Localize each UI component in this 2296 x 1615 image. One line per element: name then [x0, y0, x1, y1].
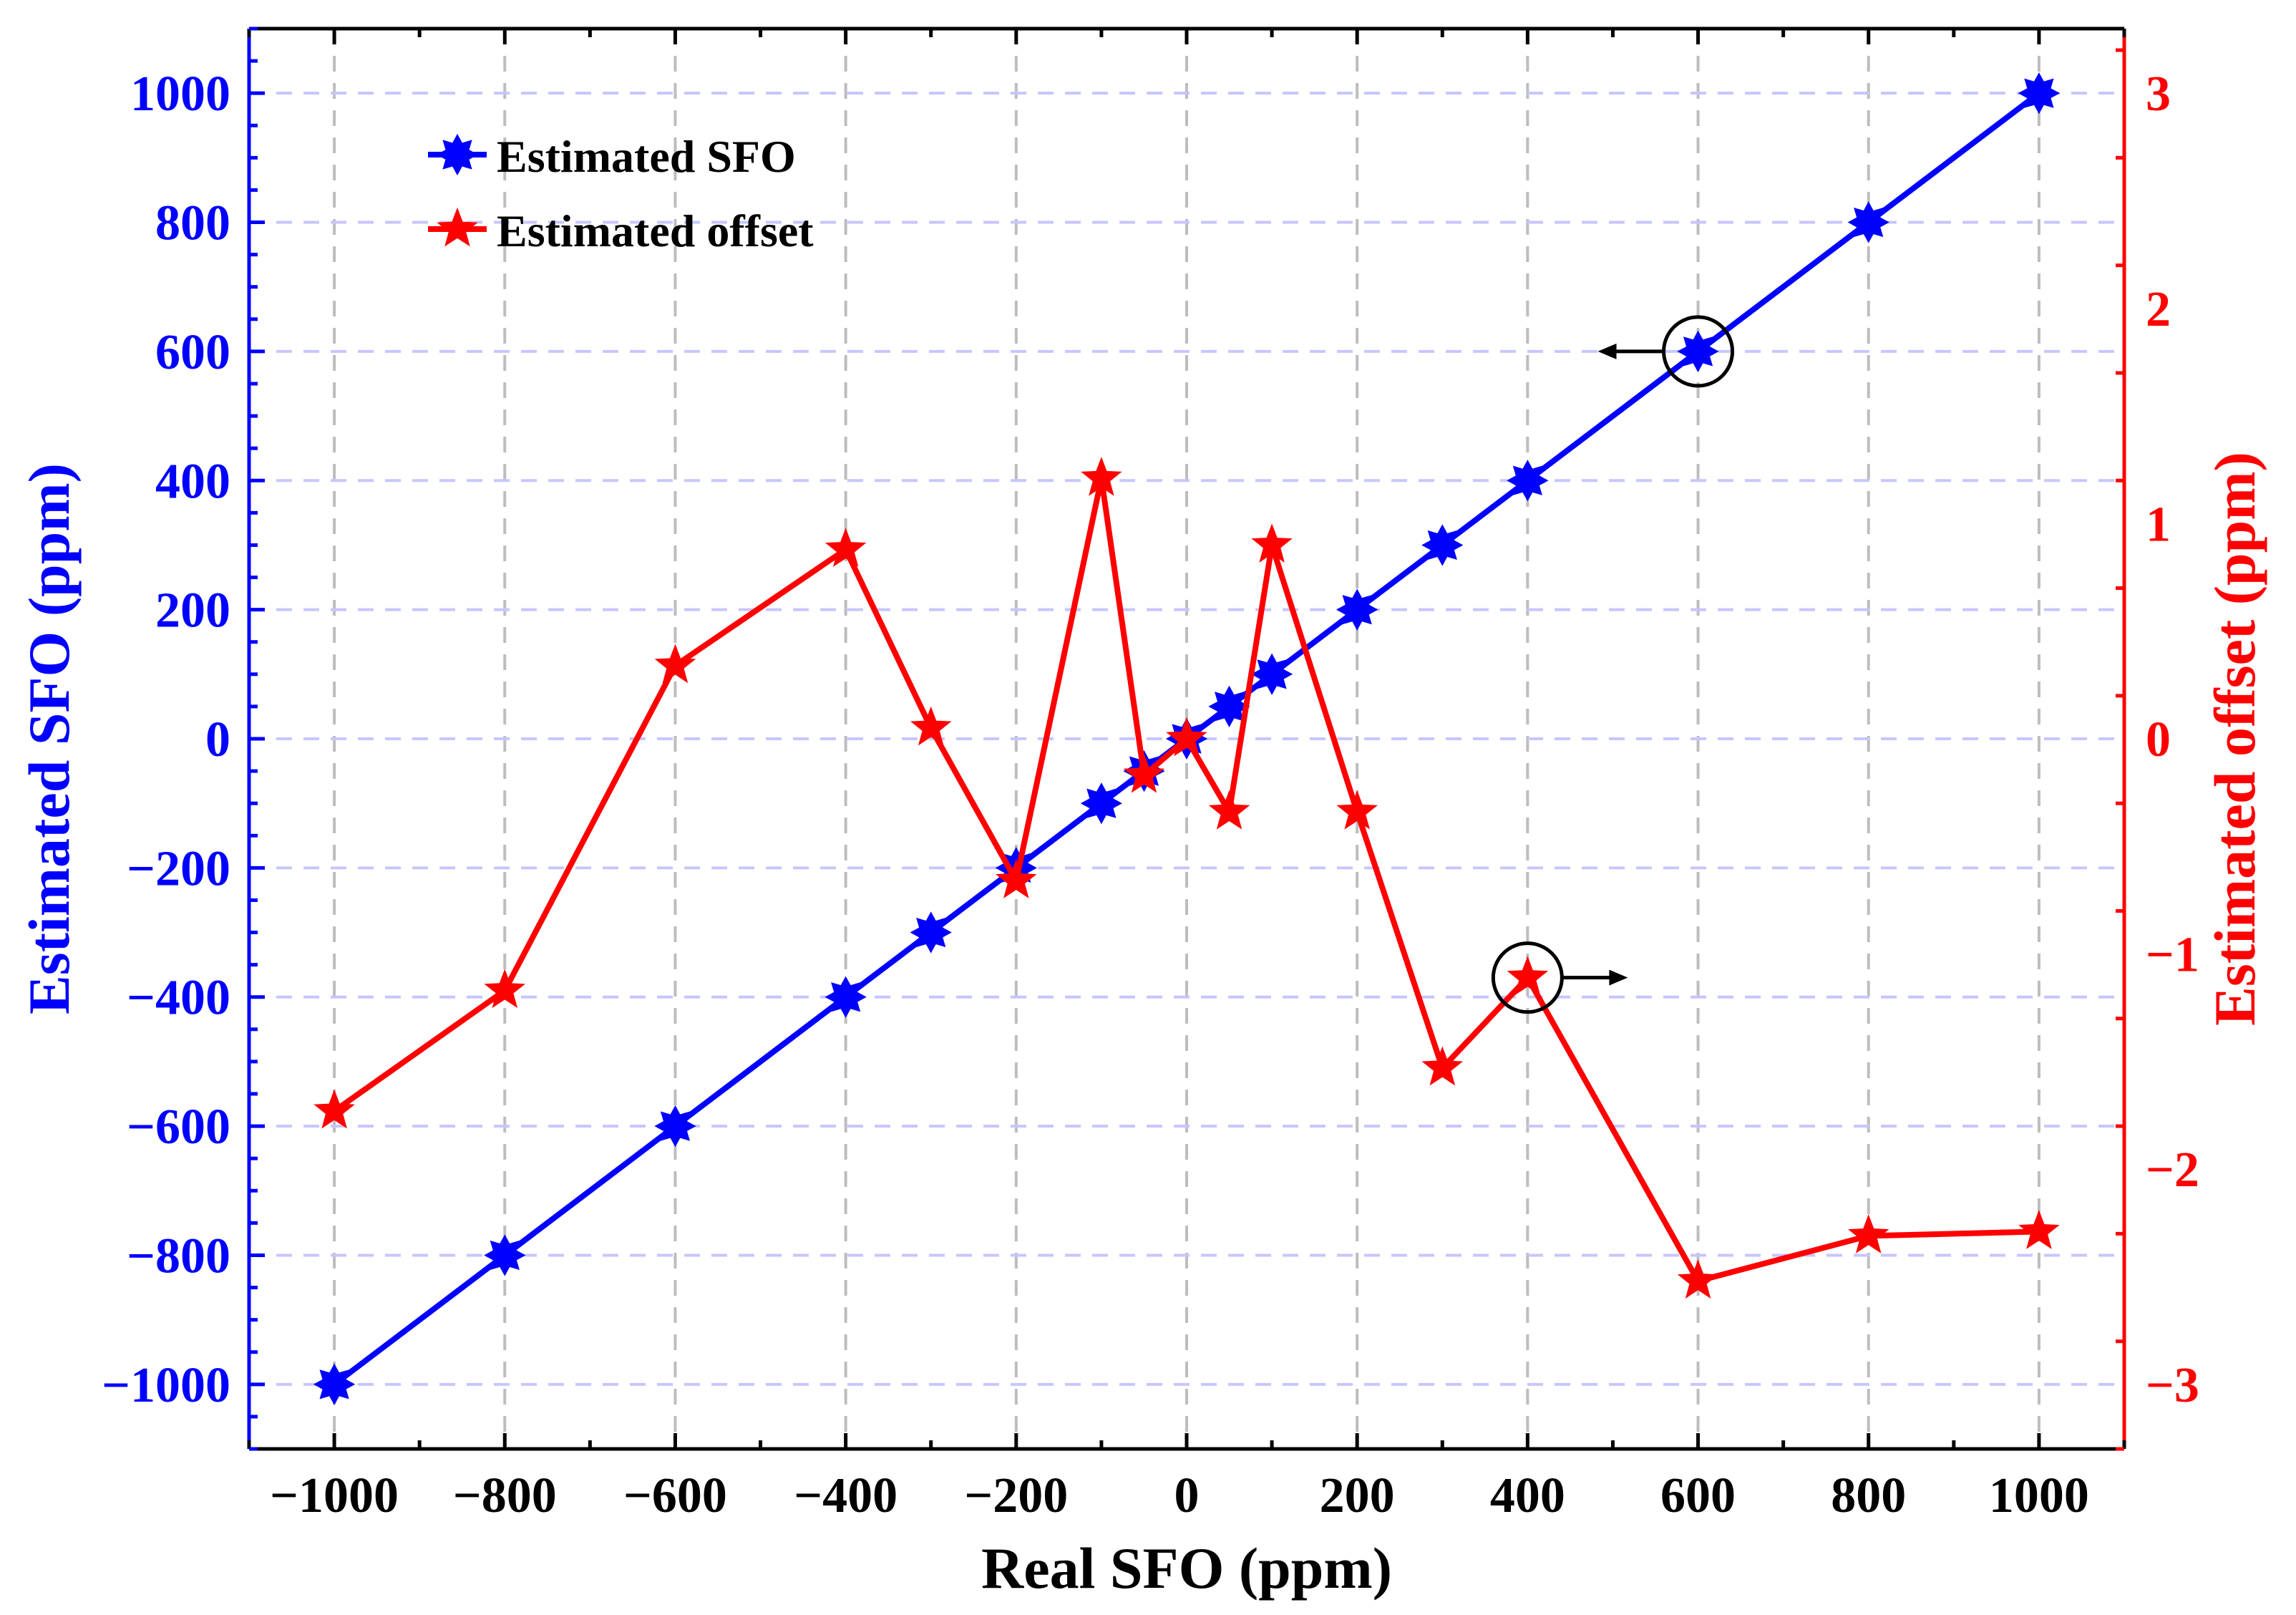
data-point-estimated-offset: [1081, 457, 1122, 496]
left-tick-label: −1000: [102, 1358, 230, 1413]
left-tick-label: −200: [127, 841, 230, 896]
data-point-estimated-sfo: [1208, 685, 1250, 728]
right-tick-label: −3: [2146, 1358, 2199, 1413]
data-point-estimated-sfo: [313, 1363, 356, 1405]
left-tick-label: 0: [205, 712, 230, 767]
data-point-estimated-offset: [996, 859, 1037, 898]
data-point-estimated-sfo: [654, 1105, 696, 1148]
data-point-estimated-offset: [1251, 523, 1293, 563]
left-tick-label: 400: [155, 454, 230, 509]
legend-label: Estimated SFO: [497, 131, 796, 182]
right-tick-label: 2: [2146, 282, 2171, 337]
data-point-estimated-offset: [2018, 1210, 2060, 1249]
x-tick-label: −1000: [270, 1468, 399, 1523]
data-point-estimated-sfo: [1847, 201, 1889, 243]
data-point-estimated-sfo: [1336, 588, 1378, 631]
left-tick-label: 600: [155, 325, 230, 380]
data-point-estimated-offset: [654, 644, 696, 684]
x-tick-label: 200: [1320, 1468, 1395, 1523]
data-point-estimated-offset: [1208, 790, 1250, 830]
data-point-estimated-offset: [1847, 1214, 1889, 1253]
data-point-estimated-sfo: [2018, 72, 2061, 115]
x-tick-label: −600: [623, 1468, 727, 1523]
right-tick-label: 0: [2146, 712, 2171, 767]
axis-labels: Real SFO (ppm) Estimated SFO (ppm) Estim…: [16, 452, 2267, 1601]
axis-arrow-head: [1609, 969, 1628, 986]
data-point-estimated-offset: [313, 1089, 355, 1129]
left-tick-label: −800: [127, 1228, 230, 1284]
data-point-estimated-sfo: [484, 1234, 526, 1276]
x-axis-title: Real SFO (ppm): [981, 1536, 1392, 1601]
left-tick-label: 1000: [130, 67, 230, 122]
left-tick-label: 200: [155, 583, 230, 639]
x-tick-label: −400: [794, 1468, 898, 1523]
data-point-estimated-sfo: [1421, 524, 1464, 566]
plot-series: [313, 72, 2061, 1405]
right-tick-label: −2: [2146, 1143, 2199, 1198]
data-point-estimated-offset: [824, 528, 867, 567]
left-tick-label: 800: [155, 196, 230, 251]
data-point-estimated-offset: [484, 969, 526, 1009]
data-point-estimated-offset: [1166, 717, 1207, 757]
left-tick-label: −400: [127, 971, 230, 1026]
data-point-estimated-offset: [1421, 1046, 1464, 1086]
data-point-estimated-offset: [1677, 1259, 1719, 1299]
x-tick-label: 600: [1660, 1468, 1736, 1523]
left-y-axis-title: Estimated SFO (ppm): [16, 463, 82, 1014]
data-point-estimated-offset: [1336, 790, 1378, 830]
right-tick-label: 1: [2146, 497, 2171, 552]
x-tick-label: −800: [453, 1468, 557, 1523]
data-point-estimated-sfo: [824, 976, 867, 1018]
legend-marker: [436, 133, 479, 176]
left-tick-label: −600: [127, 1100, 230, 1155]
right-y-axis-title: Estimated offset (ppm): [2202, 452, 2267, 1026]
x-tick-label: 800: [1831, 1468, 1906, 1523]
data-point-estimated-sfo: [910, 911, 952, 954]
annotations: [1491, 315, 1735, 1014]
data-point-estimated-sfo: [1677, 330, 1719, 373]
axes: −1000 −800 −600 −400 −200 0 200 400 600 800 1000−1…: [102, 26, 2199, 1523]
legend: Estimated SFO Estimated offset: [428, 131, 814, 256]
x-tick-label: −200: [964, 1468, 1068, 1523]
right-tick-label: −1: [2146, 928, 2199, 983]
x-tick-label: 0: [1174, 1468, 1200, 1523]
x-tick-label: 1000: [1989, 1468, 2089, 1523]
data-point-estimated-offset: [1507, 956, 1549, 996]
data-point-estimated-sfo: [1250, 653, 1293, 695]
legend-label: Estimated offset: [497, 205, 814, 256]
axis-arrow-head: [1597, 343, 1617, 359]
data-point-estimated-offset: [1123, 753, 1165, 793]
data-point-estimated-offset: [910, 706, 952, 746]
right-tick-label: 3: [2146, 67, 2171, 122]
legend-marker: [437, 207, 478, 247]
data-point-estimated-sfo: [1080, 782, 1123, 825]
data-point-estimated-sfo: [1507, 460, 1549, 502]
x-tick-label: 400: [1490, 1468, 1565, 1523]
